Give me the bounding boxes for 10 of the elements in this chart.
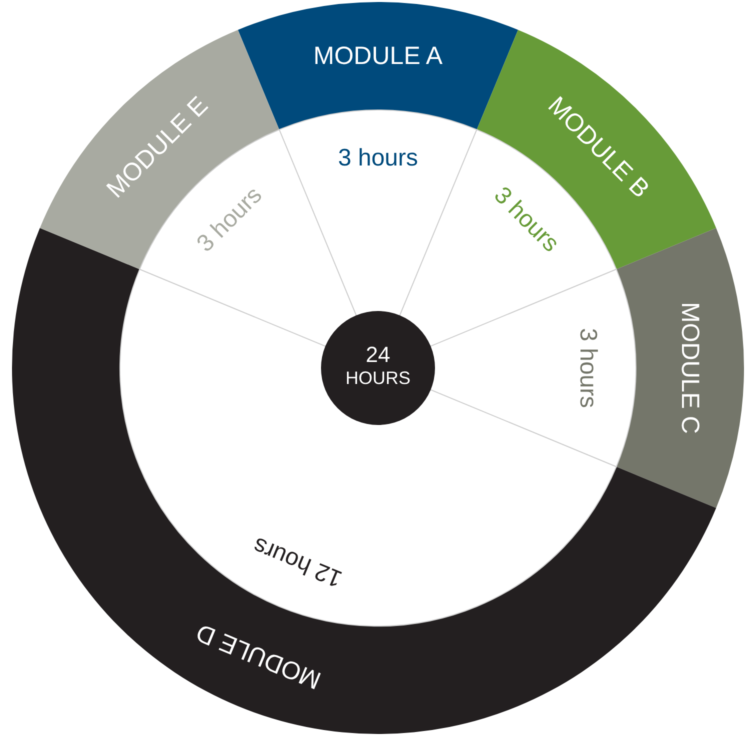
data-label: 3 hours	[574, 328, 602, 408]
slice-label: MODULE C	[676, 302, 704, 434]
data-label: 12 hours	[249, 532, 346, 592]
donut-slice	[616, 228, 744, 508]
donut-slice	[238, 2, 518, 130]
donut-slice	[476, 30, 716, 270]
donut-slice	[40, 30, 280, 270]
slice-label: MODULE A	[313, 42, 443, 70]
data-label: 3 hours	[338, 144, 418, 172]
text: 24 HOURS	[345, 342, 411, 388]
